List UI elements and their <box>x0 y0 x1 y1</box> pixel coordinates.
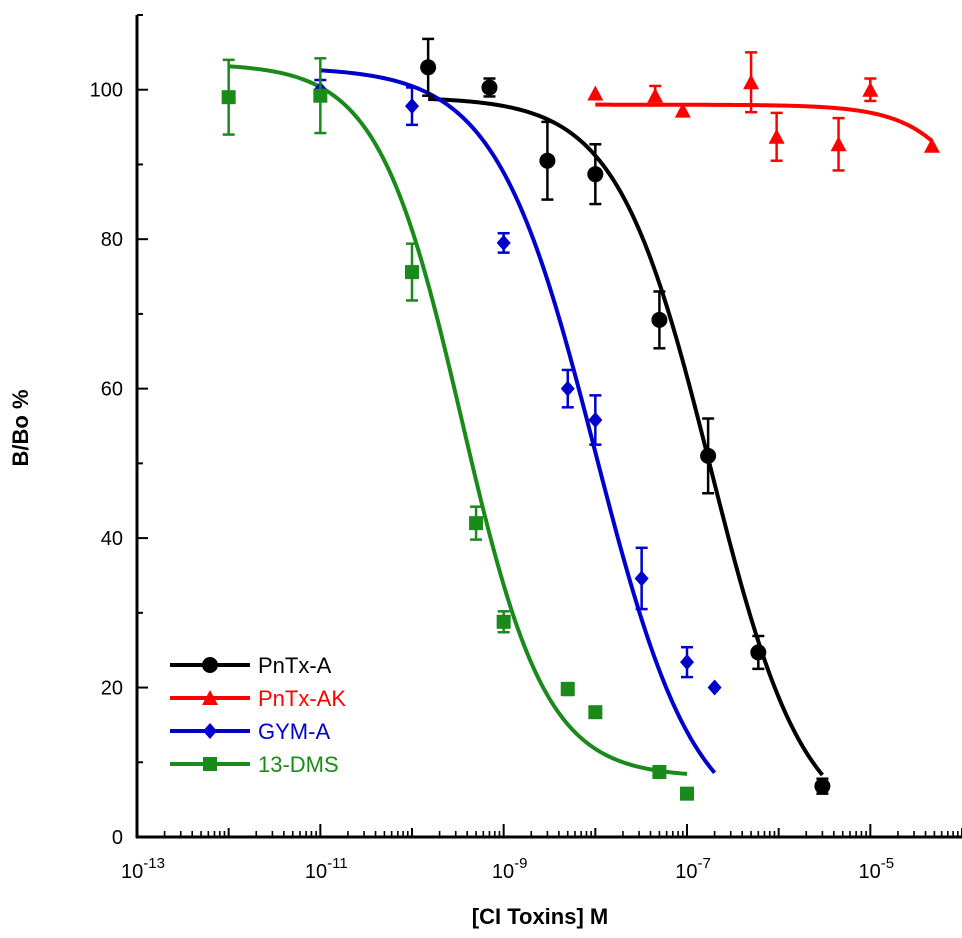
legend-label: GYM-A <box>258 719 330 744</box>
data-point-pntx-a <box>420 59 437 76</box>
legend-label: PnTx-A <box>258 653 332 678</box>
legend-marker <box>203 723 217 739</box>
data-point-gym-a <box>405 98 419 115</box>
x-tick-base: 10 <box>859 861 881 883</box>
x-tick-label: 10-11 <box>305 855 348 883</box>
data-point-pntx-ak <box>862 81 879 97</box>
data-point-13-dms <box>496 614 511 629</box>
y-tick-label: 80 <box>101 229 123 251</box>
data-point-pntx-ak <box>923 137 940 153</box>
data-point-13-dms <box>405 265 419 280</box>
data-point-pntx-a <box>539 152 556 169</box>
legend-label: 13-DMS <box>258 752 339 777</box>
data-point-pntx-ak <box>830 136 847 152</box>
legend-marker <box>202 690 218 705</box>
y-tick-label: 60 <box>101 379 123 401</box>
data-point-13-dms <box>560 682 575 697</box>
data-point-pntx-ak <box>587 85 604 101</box>
data-point-gym-a <box>588 412 603 429</box>
data-point-pntx-a <box>481 79 498 96</box>
x-tick-label: 10-5 <box>859 855 895 883</box>
x-tick-base: 10 <box>492 861 514 883</box>
x-axis-title: [CI Toxins] M <box>472 904 608 929</box>
x-tick-base: 10 <box>121 861 143 883</box>
data-point-13-dms <box>313 88 328 103</box>
y-axis-title: B/Bo % <box>8 390 33 467</box>
data-point-pntx-ak <box>743 74 760 90</box>
fit-curve-pntx-a <box>428 96 824 777</box>
legend: PnTx-A PnTx-AK GYM-A 13-DMS <box>170 653 346 777</box>
x-tick-exponent: -5 <box>881 855 894 872</box>
legend-label: PnTx-AK <box>258 686 346 711</box>
data-point-pntx-a <box>700 447 717 464</box>
x-tick-exponent: -11 <box>327 855 348 872</box>
data-point-13-dms <box>588 705 603 720</box>
x-tick-label: 10-9 <box>492 855 528 883</box>
data-points <box>221 37 940 801</box>
data-point-13-dms <box>652 764 667 779</box>
legend-marker <box>203 757 217 771</box>
x-tick-base: 10 <box>305 861 327 883</box>
data-point-pntx-ak <box>674 102 691 118</box>
x-tick-label: 10-7 <box>675 855 711 883</box>
data-point-gym-a <box>707 679 722 696</box>
data-point-pntx-a <box>814 778 831 795</box>
data-point-pntx-ak <box>768 128 785 144</box>
data-point-gym-a <box>634 570 649 587</box>
data-point-pntx-ak <box>647 87 664 103</box>
x-tick-exponent: -7 <box>697 855 710 872</box>
y-tick-label: 100 <box>90 80 123 102</box>
y-tick-label: 0 <box>112 827 123 849</box>
legend-marker <box>202 657 218 673</box>
fit-curve-pntx-ak <box>595 102 934 143</box>
data-point-13-dms <box>221 90 236 105</box>
y-tick-label: 20 <box>101 678 123 700</box>
data-point-gym-a <box>680 654 694 671</box>
x-tick-exponent: -13 <box>143 855 165 872</box>
data-point-13-dms <box>680 786 694 801</box>
fit-curves <box>228 64 934 777</box>
data-point-13-dms <box>469 516 484 531</box>
data-point-pntx-a <box>587 166 604 183</box>
x-tick-label: 10-13 <box>121 855 165 883</box>
data-point-pntx-a <box>750 644 767 661</box>
data-point-gym-a <box>496 234 511 251</box>
data-point-pntx-a <box>651 311 668 328</box>
y-tick-label: 40 <box>101 528 123 550</box>
x-tick-base: 10 <box>675 861 697 883</box>
data-point-gym-a <box>560 380 575 397</box>
x-tick-exponent: -9 <box>514 855 527 872</box>
fit-curve-13-dms <box>228 64 688 776</box>
fit-curve-gym-a <box>320 68 717 775</box>
